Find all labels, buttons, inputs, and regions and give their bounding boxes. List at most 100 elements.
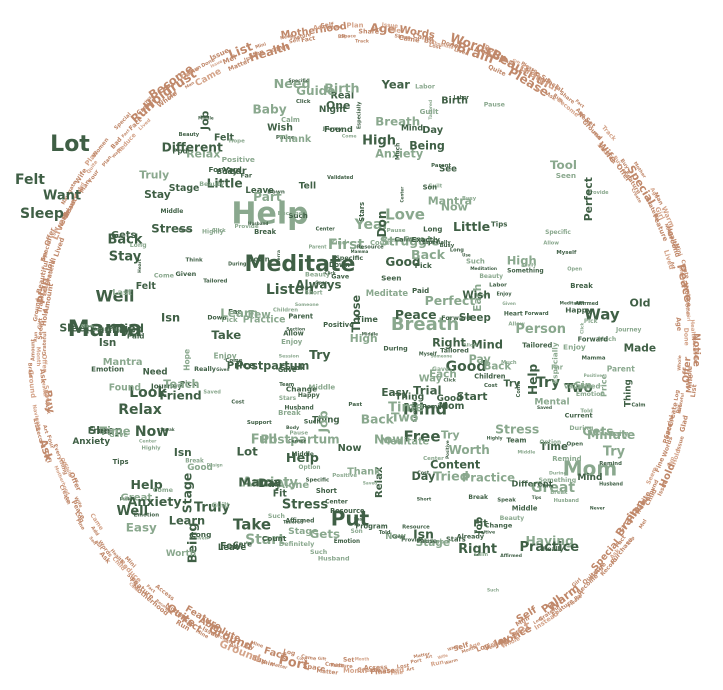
cloud-word-middle: Middle bbox=[198, 116, 214, 121]
cloud-word-ground: Ground bbox=[33, 298, 42, 322]
cloud-word-stars: Stars bbox=[446, 536, 466, 544]
cloud-word-resource: Resource bbox=[357, 245, 384, 251]
cloud-word-hope: Hope bbox=[182, 349, 191, 371]
cloud-word-create: Create bbox=[679, 259, 690, 280]
cloud-word-come: Come bbox=[392, 534, 405, 539]
cloud-word-whole: Whole bbox=[326, 24, 342, 31]
cloud-word-first: First bbox=[328, 237, 365, 253]
cloud-word-already: Already bbox=[457, 534, 484, 541]
cloud-word-calm: Calm bbox=[632, 403, 646, 409]
cloud-word-listen: Listen bbox=[266, 282, 314, 298]
cloud-word-mel: Mel bbox=[638, 518, 649, 530]
cloud-word-journey: Journey bbox=[615, 328, 642, 334]
cloud-word-thing: Thing bbox=[395, 391, 424, 402]
cloud-word-emotion: Emotion bbox=[91, 364, 124, 373]
cloud-word-list: List bbox=[62, 495, 71, 506]
cloud-word-list: List bbox=[689, 384, 699, 398]
cloud-word-ask: Ask bbox=[228, 642, 241, 652]
cloud-word-back: Back bbox=[411, 247, 446, 262]
cloud-word-down: Down bbox=[207, 314, 227, 321]
cloud-word-little: Little bbox=[453, 219, 490, 234]
cloud-word-anxiety: Anxiety bbox=[375, 147, 424, 160]
cloud-word-notice: Notice bbox=[691, 333, 702, 367]
cloud-word-such: Such bbox=[268, 513, 285, 520]
cloud-word-tips: Tips bbox=[113, 458, 129, 466]
cloud-word-high: High bbox=[362, 134, 396, 149]
cloud-word-guilt: Guilt bbox=[420, 108, 440, 116]
cloud-word-being: Being bbox=[409, 139, 445, 152]
cloud-word-down: Down bbox=[248, 255, 270, 263]
cloud-word-middle: Middle bbox=[161, 208, 184, 215]
cloud-word-parent: Parent bbox=[288, 312, 313, 320]
cloud-word-child: Child bbox=[501, 57, 516, 68]
cloud-word-start: Start bbox=[457, 390, 488, 403]
cloud-word-specific: Specific bbox=[306, 477, 330, 483]
cloud-word-affirmed: Affirmed bbox=[500, 553, 522, 559]
cloud-word-day: Day bbox=[412, 470, 436, 483]
cloud-word-much: Much bbox=[501, 360, 517, 366]
cloud-word-isn: Isn bbox=[161, 310, 180, 324]
cloud-word-now: Now bbox=[385, 532, 406, 542]
cloud-word-tailored: Tailored bbox=[428, 100, 434, 120]
cloud-word-positive: Positive bbox=[584, 373, 603, 378]
cloud-word-part: Part bbox=[253, 190, 282, 204]
cloud-word-cost: Cost bbox=[417, 471, 430, 477]
cloud-word-remind: Remind bbox=[552, 455, 581, 463]
cloud-word-art: Art bbox=[535, 86, 544, 94]
cloud-word-short: Short bbox=[316, 487, 338, 495]
cloud-word-emotion: Emotion bbox=[334, 539, 360, 545]
cloud-word-gave: Gave bbox=[331, 273, 349, 280]
cloud-word-grateful: Grateful bbox=[677, 392, 685, 413]
cloud-word-relax: Relax bbox=[186, 148, 220, 161]
cloud-word-stress: Stress bbox=[282, 498, 329, 513]
cloud-word-break: Break bbox=[278, 409, 301, 417]
cloud-word-felt: Felt bbox=[214, 133, 235, 144]
cloud-word-health: Health bbox=[689, 319, 696, 340]
cloud-word-heart: Heart bbox=[178, 227, 191, 232]
cloud-word-notice: Notice bbox=[682, 286, 692, 308]
cloud-word-enjoy: Enjoy bbox=[563, 342, 586, 351]
cloud-word-tailored: Tailored bbox=[203, 278, 227, 284]
cloud-word-far: Far bbox=[228, 307, 241, 316]
cloud-word-thing: Thing bbox=[623, 379, 633, 407]
cloud-word-list: List bbox=[31, 417, 42, 432]
cloud-word-use: Use bbox=[462, 252, 471, 257]
cloud-word-labor: Labor bbox=[415, 84, 436, 91]
cloud-word-center: Center bbox=[139, 439, 157, 445]
cloud-word-center: Center bbox=[400, 186, 405, 203]
cloud-word-really: Really bbox=[543, 546, 564, 553]
cloud-word-absolute: Absolute bbox=[430, 40, 454, 51]
cloud-word-please: Please bbox=[370, 666, 396, 676]
cloud-word-free: Free bbox=[403, 428, 440, 446]
cloud-word-lost: Lost bbox=[532, 616, 543, 626]
cloud-word-long: Long bbox=[423, 225, 442, 233]
cloud-word-art: Art bbox=[41, 424, 49, 435]
cloud-word-bit: Bit bbox=[164, 606, 172, 614]
cloud-word-tailored: Tailored bbox=[522, 342, 552, 350]
cloud-word-good: Good bbox=[446, 359, 487, 375]
cloud-word-stress: Stress bbox=[151, 221, 193, 235]
cloud-word-issue: Issue bbox=[675, 435, 685, 452]
cloud-word-middle: Middle bbox=[518, 450, 536, 456]
cloud-word-need: Need bbox=[274, 76, 311, 91]
cloud-word-emotion: Emotion bbox=[576, 391, 605, 398]
cloud-word-time: Time bbox=[99, 424, 131, 438]
cloud-word-validated: Validated bbox=[327, 175, 354, 181]
cloud-word-click: Click bbox=[579, 322, 584, 333]
cloud-word-need: Need bbox=[143, 368, 168, 378]
cloud-word-brain: Brain bbox=[26, 363, 33, 379]
cloud-word-take: Take bbox=[211, 328, 241, 342]
cloud-word-offer: Offer bbox=[681, 356, 694, 383]
cloud-word-age: Age bbox=[370, 21, 396, 37]
cloud-word-grateful: Grateful bbox=[42, 331, 48, 355]
cloud-word-past: Past bbox=[354, 517, 364, 522]
cloud-word-port: Port bbox=[410, 658, 423, 666]
cloud-word-session: Session bbox=[279, 353, 299, 359]
cloud-word-guilt: Guilt bbox=[211, 501, 230, 509]
cloud-word-girl: Girl bbox=[619, 521, 630, 533]
cloud-word-sleep: Sleep bbox=[88, 424, 122, 437]
cloud-word-allow: Allow bbox=[508, 322, 525, 328]
cloud-word-never: Never bbox=[590, 505, 606, 511]
cloud-word-buy: Buy bbox=[611, 155, 623, 168]
cloud-word-person: Person bbox=[515, 322, 566, 337]
